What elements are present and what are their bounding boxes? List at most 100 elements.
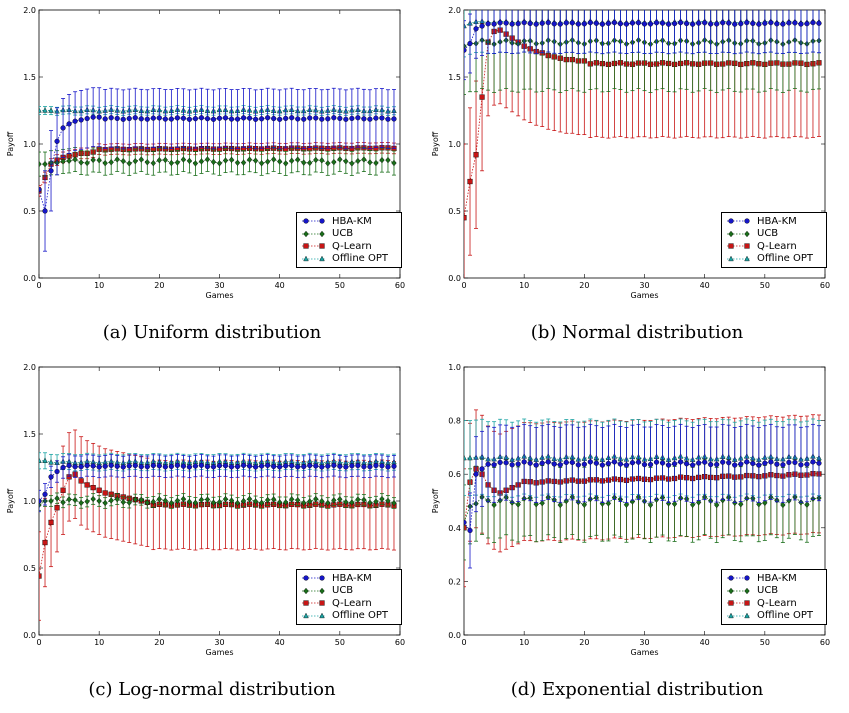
data-point — [120, 157, 126, 165]
legend-marker-icon — [727, 600, 751, 606]
x-tick-label: 20 — [579, 281, 589, 290]
legend-label: Offline OPT — [332, 253, 388, 265]
data-point — [265, 115, 271, 121]
y-tick-label: 2.0 — [23, 363, 36, 372]
data-point — [647, 21, 654, 27]
data-point — [84, 498, 90, 505]
x-tick-label: 10 — [94, 281, 104, 290]
x-tick-label: 60 — [395, 281, 405, 290]
x-tick-label: 50 — [760, 281, 770, 290]
legend-marker-icon — [302, 230, 326, 237]
data-point — [96, 487, 102, 493]
series-hba-km — [464, 10, 822, 81]
data-point — [774, 461, 780, 467]
data-point — [174, 159, 181, 166]
data-point — [702, 459, 708, 465]
data-point — [259, 116, 265, 122]
data-point — [798, 462, 804, 468]
data-point — [467, 40, 473, 47]
data-point — [84, 482, 90, 488]
legend: HBA-KM UCB Q-Learn Offline OPT — [721, 212, 827, 268]
x-tick-label: 60 — [820, 638, 830, 647]
data-point — [521, 459, 527, 465]
data-point — [635, 20, 642, 26]
data-point — [132, 115, 138, 121]
data-point — [738, 501, 744, 508]
data-point — [464, 47, 467, 53]
data-point — [234, 499, 241, 507]
data-point — [108, 497, 114, 504]
legend-marker-icon — [302, 218, 326, 224]
data-point — [756, 21, 762, 27]
data-point — [557, 501, 563, 509]
data-point — [792, 459, 798, 466]
data-point — [696, 20, 702, 26]
chart-panel-1: 0 10 20 30 40 50 60 0.0 0.5 1.0 1.5 2.0 Games Payoff H… — [0, 0, 424, 356]
data-point — [641, 461, 648, 468]
data-point — [695, 499, 702, 506]
panel-caption: (b) Normal distribution — [530, 322, 744, 343]
data-point — [473, 26, 479, 32]
y-axis-label: Payoff — [431, 131, 440, 156]
data-point — [162, 497, 169, 504]
data-point — [289, 157, 295, 164]
data-point — [54, 138, 60, 144]
data-point — [665, 462, 672, 468]
x-tick-label: 30 — [639, 281, 649, 290]
data-point — [611, 459, 618, 465]
data-point — [479, 23, 485, 29]
data-point — [479, 94, 485, 100]
data-point — [240, 462, 247, 468]
data-point — [216, 498, 223, 506]
data-point — [126, 115, 132, 122]
data-point — [605, 500, 612, 507]
data-point — [385, 497, 391, 505]
data-point — [684, 461, 690, 467]
data-point — [319, 116, 325, 122]
data-point — [467, 527, 473, 534]
x-tick-label: 0 — [36, 281, 41, 290]
data-point — [295, 497, 301, 504]
y-tick-label: 0.5 — [23, 564, 36, 573]
legend-marker-icon — [727, 218, 751, 224]
data-point — [42, 208, 48, 214]
data-point — [39, 160, 42, 168]
x-tick-label: 20 — [154, 638, 164, 647]
data-point — [379, 463, 385, 469]
data-point — [464, 519, 467, 526]
legend-label: Q-Learn — [332, 240, 372, 252]
chart-panel-4: 0 10 20 30 40 50 60 0.0 0.2 0.4 0.6 0.8 1.0 Games Payo… — [425, 357, 849, 713]
data-point — [39, 186, 42, 193]
legend-entry: HBA-KM — [726, 215, 822, 228]
data-point — [283, 160, 289, 167]
data-point — [515, 461, 521, 467]
data-point — [228, 116, 235, 122]
data-point — [204, 116, 211, 122]
data-point — [277, 158, 283, 165]
data-point — [222, 157, 229, 164]
data-point — [786, 20, 792, 26]
data-point — [54, 495, 60, 502]
data-point — [48, 107, 54, 113]
data-point — [162, 116, 168, 122]
data-point — [385, 156, 391, 164]
data-point — [367, 464, 373, 470]
data-point — [246, 156, 253, 163]
y-tick-label: 0.8 — [448, 417, 461, 426]
data-point — [301, 463, 307, 470]
panel-caption: (d) Exponential distribution — [510, 679, 764, 700]
data-point — [289, 496, 295, 503]
chart-panel-2: 0 10 20 30 40 50 60 0.0 0.5 1.0 1.5 2.0 Games Payoff H… — [425, 0, 849, 356]
panel-caption: (c) Log-normal distribution — [88, 679, 336, 700]
data-point — [252, 498, 259, 505]
data-point — [198, 462, 205, 468]
data-point — [271, 463, 277, 470]
data-point — [714, 21, 720, 27]
data-point — [39, 457, 42, 463]
data-point — [587, 19, 593, 26]
data-point — [228, 156, 235, 164]
data-point — [264, 496, 271, 504]
x-axis-label: Games — [206, 291, 234, 300]
data-point — [186, 157, 193, 165]
data-point — [222, 495, 229, 503]
